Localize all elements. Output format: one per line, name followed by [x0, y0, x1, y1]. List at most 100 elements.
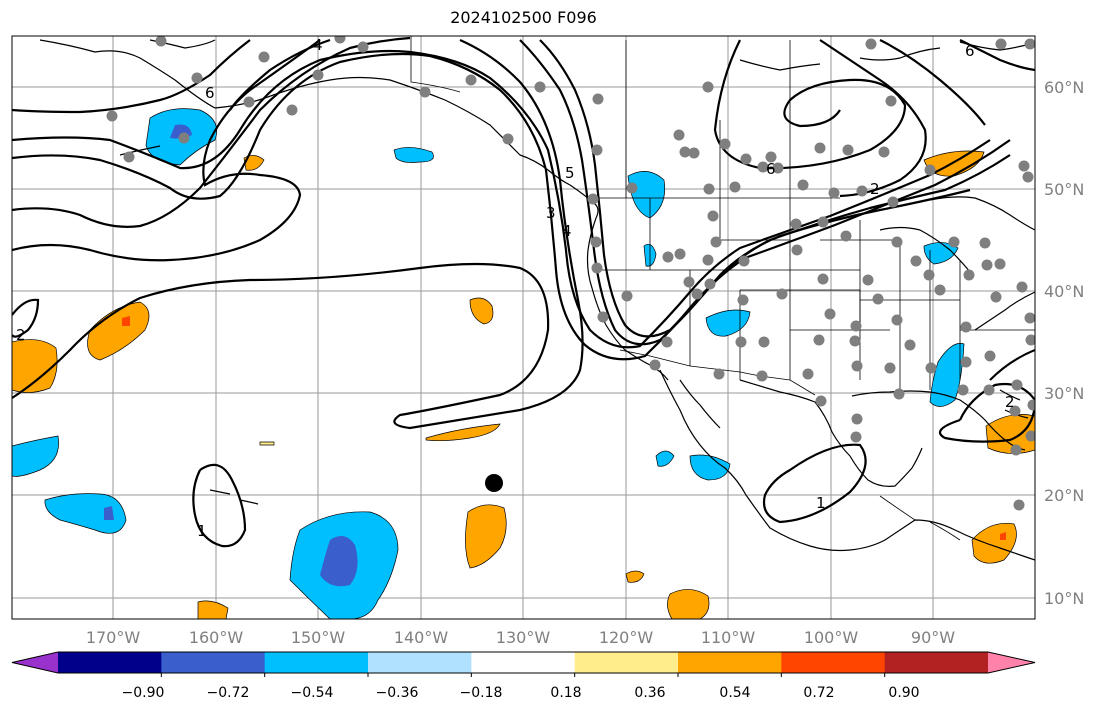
- station-dot: [735, 336, 747, 348]
- station-dot: [1013, 499, 1025, 511]
- station-dot: [815, 395, 827, 407]
- station-dot: [776, 288, 788, 300]
- orange-blob-streak: [425, 423, 501, 442]
- colorbar-tick-label: 0.90: [888, 685, 919, 701]
- colorbar-tick-label: −0.54: [291, 685, 334, 701]
- station-dot: [502, 133, 514, 145]
- lon-label: 160°W: [189, 628, 244, 647]
- station-dot: [243, 96, 255, 108]
- yellow-blob-tiny: [259, 441, 275, 446]
- station-dot: [802, 368, 814, 380]
- station-dot: [851, 360, 863, 372]
- station-dot: [591, 144, 603, 156]
- contour-lines: [12, 36, 1035, 548]
- station-dot: [758, 336, 770, 348]
- colorbar-tick-label: −0.36: [376, 685, 419, 701]
- station-dot: [850, 431, 862, 443]
- station-dot: [662, 251, 674, 263]
- station-dot: [891, 236, 903, 248]
- colorbar-segment: [574, 652, 679, 673]
- station-dot: [924, 164, 936, 176]
- blue-blob-great-lakes: [923, 242, 959, 265]
- station-dot: [885, 95, 897, 107]
- station-dot: [703, 183, 715, 195]
- colorbar-tick-label: 0.36: [634, 685, 665, 701]
- station-dot: [702, 81, 714, 93]
- latitude-labels: 60°N 50°N 40°N 30°N 20°N 10°N: [1044, 78, 1084, 608]
- station-dot: [840, 230, 852, 242]
- station-dots: [106, 36, 1035, 511]
- station-dot: [1024, 38, 1035, 50]
- colorbar-segment: [884, 652, 989, 673]
- station-dot: [994, 258, 1006, 270]
- orange-blob-center: [469, 297, 494, 325]
- orange-blob-small-alaska: [243, 155, 265, 171]
- station-dot: [707, 210, 719, 222]
- lon-label: 130°W: [496, 628, 551, 647]
- station-dot: [923, 269, 935, 281]
- station-dot: [649, 359, 661, 371]
- colorbar-segment: [264, 652, 369, 673]
- lon-label: 90°W: [911, 628, 955, 647]
- station-dot: [817, 273, 829, 285]
- station-dot: [1010, 444, 1022, 456]
- colorbar-tick-labels: −0.90 −0.72 −0.54 −0.36 −0.18 0.18 0.36 …: [122, 685, 920, 701]
- station-dot: [842, 144, 854, 156]
- contour-label: 2: [870, 180, 880, 198]
- colorbar-extend-max: [988, 652, 1035, 673]
- station-dot: [772, 162, 784, 174]
- contour-label: 4: [562, 222, 572, 240]
- station-dot: [674, 248, 686, 260]
- station-dot: [597, 311, 609, 323]
- station-dot: [738, 255, 750, 267]
- station-dot: [1022, 171, 1034, 183]
- map-title: 2024102500 F096: [450, 8, 597, 27]
- station-dot: [960, 356, 972, 368]
- station-dot: [948, 236, 960, 248]
- contour-label: 6: [766, 160, 776, 178]
- station-dot: [713, 368, 725, 380]
- station-dot: [963, 269, 975, 281]
- station-dot: [1011, 379, 1023, 391]
- station-dot: [357, 41, 369, 53]
- coastlines: [39, 39, 1035, 561]
- blue-blob-southeast: [929, 343, 965, 407]
- station-dot: [757, 161, 769, 173]
- blue-blob-gulf: [393, 147, 434, 163]
- station-dot: [621, 290, 633, 302]
- station-dot: [688, 147, 700, 159]
- station-dot: [679, 146, 691, 158]
- station-dot: [893, 388, 905, 400]
- station-dot: [887, 196, 899, 208]
- lon-label: 150°W: [291, 628, 346, 647]
- longitude-labels: 170°W 160°W 150°W 140°W 130°W 120°W 110°…: [86, 628, 955, 647]
- station-dot: [849, 335, 861, 347]
- station-dot: [1025, 334, 1035, 346]
- black-dot-marker: [485, 474, 503, 492]
- station-dot: [856, 185, 868, 197]
- station-dot: [155, 36, 167, 47]
- orange-blob-west: [12, 339, 58, 393]
- orange-blob-florida: [985, 414, 1035, 454]
- contour-label: 1: [197, 522, 207, 540]
- station-dot: [1009, 405, 1021, 417]
- contour-label: 2: [16, 326, 26, 344]
- contour-label: 6: [965, 42, 975, 60]
- colorbar-tick-label: −0.18: [460, 685, 503, 701]
- station-dot: [791, 244, 803, 256]
- colorbar-tick-label: −0.90: [122, 685, 165, 701]
- station-dot: [814, 142, 826, 154]
- contour-label: 2: [1005, 393, 1015, 411]
- station-dot: [673, 129, 685, 141]
- colorbar-segment: [58, 652, 162, 673]
- station-dot: [884, 362, 896, 374]
- station-dot: [534, 81, 546, 93]
- lat-label: 30°N: [1044, 384, 1084, 403]
- station-dot: [934, 284, 946, 296]
- orange-blob-tiny: [625, 570, 645, 583]
- station-dot: [1025, 430, 1035, 442]
- blue-blob-southwest-us: [705, 309, 751, 337]
- station-dot: [191, 72, 203, 84]
- lat-label: 40°N: [1044, 282, 1084, 301]
- station-dot: [683, 276, 695, 288]
